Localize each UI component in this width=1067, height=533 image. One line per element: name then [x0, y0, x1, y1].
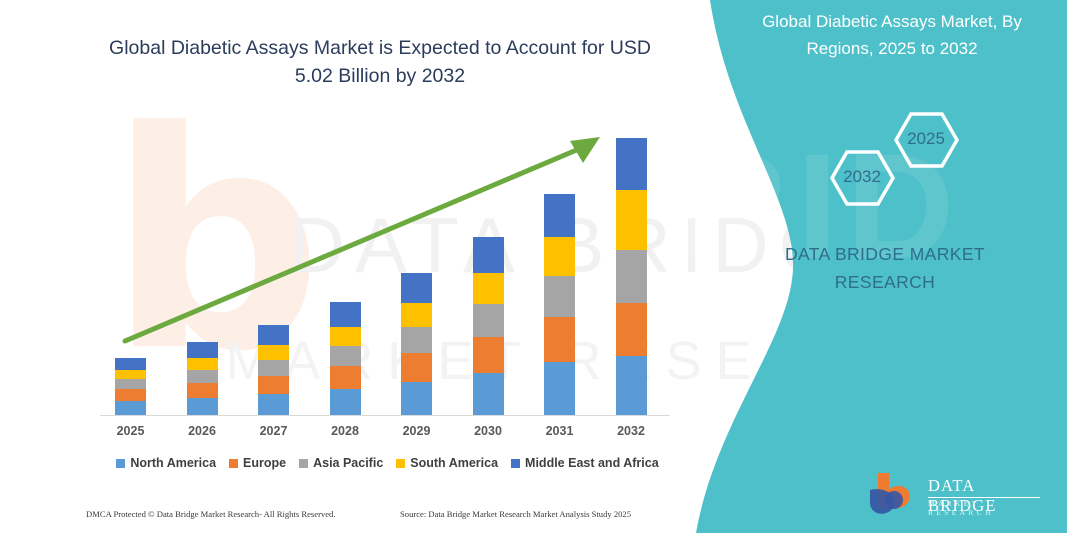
- bar-2029: [401, 273, 432, 415]
- bar-segment-asia-pacific: [258, 360, 289, 376]
- bar-segment-europe: [544, 317, 575, 362]
- bar-segment-north-america: [258, 394, 289, 415]
- bar-segment-middle-east-and-africa: [115, 358, 146, 370]
- hexagon-left-label: 2032: [843, 167, 881, 186]
- legend-swatch-icon: [396, 458, 406, 468]
- stacked-bar-chart: 2025 2026 2027 2028 2029 2030 2031 2032 North A…: [0, 137, 700, 470]
- bar-segment-middle-east-and-africa: [329, 302, 361, 327]
- bar-2025: [115, 358, 146, 415]
- x-tick-2026: 2026: [188, 424, 216, 438]
- bar-segment-middle-east-and-africa: [258, 325, 289, 345]
- legend-label: North America: [130, 456, 217, 470]
- data-bridge-logo: DATA BRIDGE MARKET RESEARCH: [868, 470, 1043, 520]
- bar-segment-north-america: [615, 356, 647, 415]
- bar-segment-south-america: [401, 303, 432, 327]
- footer-source: Source: Data Bridge Market Research Mark…: [400, 509, 632, 519]
- hexagon-group: 2025 2032: [690, 95, 1067, 215]
- hexagons-svg: [829, 112, 960, 206]
- bar-segment-north-america: [472, 373, 504, 415]
- bar-2027: [258, 325, 289, 415]
- bar-2028: [329, 302, 361, 415]
- bar-2030: [472, 237, 504, 415]
- bar-segment-europe: [472, 337, 504, 373]
- bar-segment-europe: [615, 303, 647, 356]
- bar-segment-south-america: [472, 273, 504, 304]
- x-tick-2027: 2027: [259, 424, 288, 438]
- bar-segment-asia-pacific: [186, 370, 218, 383]
- growth-arrow-icon: [122, 137, 600, 344]
- bar-segment-south-america: [615, 190, 647, 250]
- bar-segment-south-america: [186, 358, 218, 370]
- legend-item-north-america[interactable]: North America: [116, 456, 216, 470]
- bar-segment-europe: [329, 366, 361, 389]
- bar-segment-north-america: [186, 398, 218, 415]
- legend-label: South America: [410, 456, 499, 470]
- page-title: Global Diabetic Assays Market is Expecte…: [109, 37, 651, 87]
- bar-segment-asia-pacific: [472, 304, 504, 337]
- logo-mark-icon: [870, 473, 910, 514]
- x-tick-2031: 2031: [545, 424, 574, 438]
- footer-copyright: DMCA Protected © Data Bridge Market Rese…: [86, 509, 336, 519]
- bar-segment-asia-pacific: [329, 346, 361, 366]
- bar-segment-south-america: [329, 327, 361, 346]
- legend-swatch-icon: [299, 458, 309, 468]
- legend-item-south-america[interactable]: South America: [396, 456, 498, 470]
- x-tick-2032: 2032: [617, 424, 645, 438]
- legend-item-europe[interactable]: Europe: [229, 456, 286, 470]
- bar-segment-asia-pacific: [115, 379, 146, 389]
- hexagon-left: [829, 150, 896, 206]
- chart-legend: North America Europe Asia Pacific South Ame…: [100, 456, 675, 470]
- bar-segment-north-america: [401, 382, 432, 415]
- bar-segment-south-america: [544, 237, 575, 276]
- footer: DMCA Protected © Data Bridge Market Rese…: [0, 506, 700, 526]
- legend-label: Middle East and Africa: [525, 456, 659, 470]
- hexagon-right-label: 2025: [907, 129, 945, 148]
- panel-title: Global Diabetic Assays Market, By Region…: [762, 12, 1022, 58]
- bar-segment-north-america: [115, 401, 146, 415]
- bar-segment-europe: [186, 383, 218, 398]
- logo-name: DATA BRIDGE: [928, 476, 997, 515]
- bar-2026: [186, 342, 218, 415]
- bar-segment-europe: [115, 389, 146, 401]
- bar-segment-middle-east-and-africa: [472, 237, 504, 273]
- hexagon-right: [893, 112, 960, 168]
- bar-segment-middle-east-and-africa: [186, 342, 218, 358]
- x-tick-2025: 2025: [116, 424, 145, 438]
- bar-segment-north-america: [544, 362, 575, 415]
- bar-segment-europe: [258, 376, 289, 394]
- bar-segment-asia-pacific: [615, 250, 647, 303]
- panel-brand-line2: RESEARCH: [834, 272, 936, 292]
- x-axis-labels: 2025 2026 2027 2028 2029 2030 2031 2032: [0, 424, 700, 446]
- bar-segment-south-america: [258, 345, 289, 360]
- legend-item-middle-east-and-africa[interactable]: Middle East and Africa: [511, 456, 659, 470]
- x-tick-2030: 2030: [474, 424, 502, 438]
- bar-segment-north-america: [329, 389, 361, 415]
- legend-swatch-icon: [116, 458, 126, 468]
- panel-brand-line1: DATA BRIDGE MARKET: [784, 244, 986, 264]
- bar-2031: [544, 194, 575, 415]
- bar-segment-asia-pacific: [401, 327, 432, 353]
- x-axis-line: [100, 415, 670, 416]
- panel-watermark: RID: [680, 122, 963, 290]
- bar-segment-middle-east-and-africa: [401, 273, 432, 303]
- bar-segment-middle-east-and-africa: [544, 194, 575, 237]
- bar-segment-asia-pacific: [544, 276, 575, 317]
- brand-panel: RID Global Diabetic Assays Market, By Re…: [680, 0, 1067, 533]
- logo-divider: [928, 497, 1040, 498]
- legend-label: Europe: [243, 456, 287, 470]
- panel-background-shape: [696, 0, 1067, 533]
- legend-item-asia-pacific[interactable]: Asia Pacific: [299, 456, 383, 470]
- bar-segment-south-america: [115, 370, 146, 379]
- bar-2032: [615, 138, 647, 415]
- x-tick-2028: 2028: [331, 424, 359, 438]
- legend-label: Asia Pacific: [313, 456, 384, 470]
- logo-tagline: MARKET RESEARCH: [928, 499, 994, 517]
- bar-segment-europe: [401, 353, 432, 382]
- x-tick-2029: 2029: [402, 424, 431, 438]
- legend-swatch-icon: [511, 458, 521, 468]
- legend-swatch-icon: [229, 458, 239, 468]
- panel-brand-name: DATA BRIDGE MARKET RESEARCH: [740, 240, 1030, 296]
- bar-segment-middle-east-and-africa: [615, 138, 647, 190]
